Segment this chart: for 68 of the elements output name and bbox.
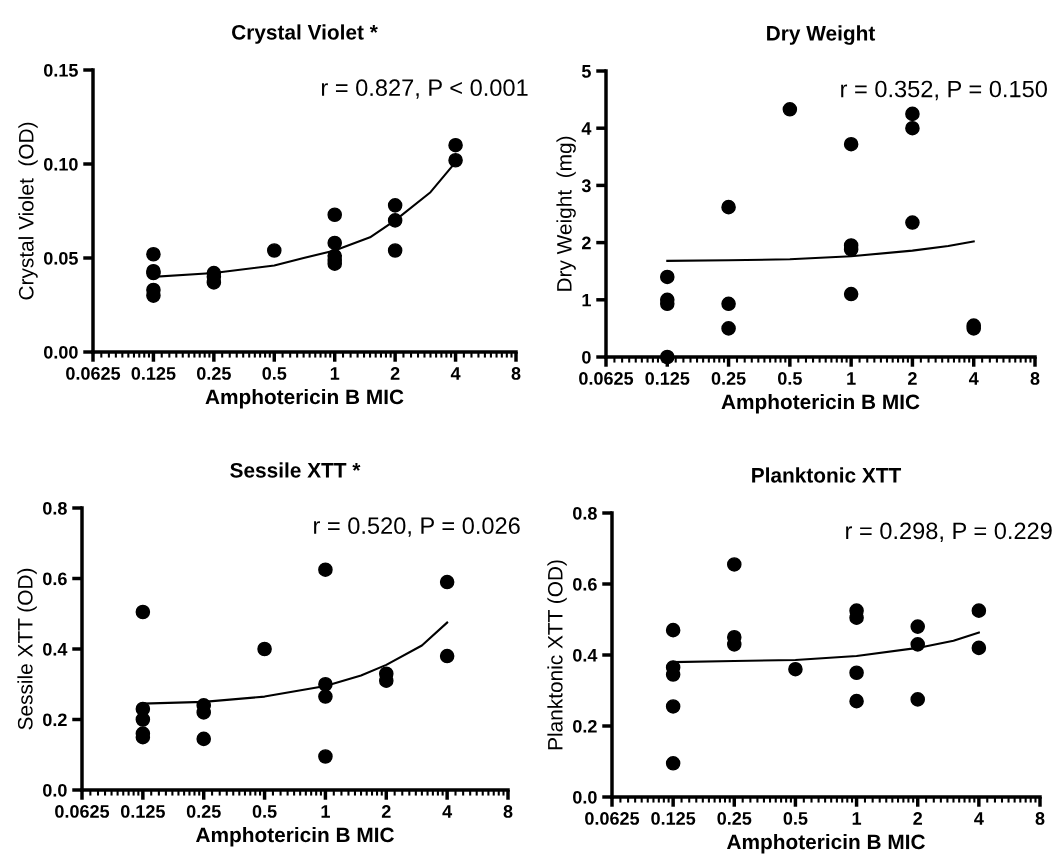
annotation: r = 0.298, P = 0.229 (846, 522, 1052, 543)
x-tick-label: 8 (503, 805, 513, 818)
x-tick-label: 0.5 (783, 812, 808, 825)
x-tick-label: 0.5 (252, 805, 277, 818)
y-tick-label: 0.00 (43, 345, 78, 359)
x-tick-label: 0.25 (717, 812, 752, 825)
x-tick-label: 4 (974, 812, 984, 825)
x-tick-label: 8 (1035, 812, 1045, 825)
x-tick-label: 0.5 (262, 367, 287, 380)
y-axis-title: Planktonic XTT (OD) (547, 560, 567, 750)
x-axis-title: Amphotericin B MIC (205, 388, 404, 409)
y-tick-label: 1 (582, 293, 591, 307)
y-tick-label: 0.05 (43, 251, 78, 265)
x-tick-label: 4 (442, 805, 453, 818)
y-tick-label: 0.4 (43, 642, 68, 656)
annotation: r = 0.352, P = 0.150 (841, 80, 1047, 101)
y-tick-label: 0.4 (573, 648, 598, 662)
x-tick-label: 0.0625 (585, 812, 640, 825)
x-tick-label: 1 (847, 372, 856, 385)
x-tick-label: 0.125 (645, 372, 690, 385)
x-tick-label: 0.0625 (579, 372, 634, 385)
y-axis-title: Dry Weight (mg) (556, 136, 576, 291)
y-axis-title: Crystal Violet (OD) (18, 122, 38, 300)
x-axis-title: Amphotericin B MIC (721, 393, 920, 414)
y-tick-label: 0.0 (43, 783, 67, 797)
x-tick-label: 2 (381, 805, 391, 818)
y-axis-title: Sessile XTT (OD) (17, 568, 37, 730)
x-tick-label: 8 (511, 367, 521, 380)
x-tick-label: 0.0625 (66, 367, 121, 380)
y-tick-label: 0.0 (573, 790, 597, 804)
chart-title: Crystal Violet * (232, 24, 378, 44)
chart-title: Dry Weight (767, 25, 876, 45)
y-tick-label: 4 (581, 122, 592, 135)
x-tick-label: 0.25 (197, 367, 231, 380)
x-tick-label: 2 (913, 812, 923, 825)
x-tick-label: 4 (450, 367, 461, 380)
y-tick-label: 0.10 (43, 157, 78, 171)
x-tick-label: 0.125 (131, 367, 176, 380)
x-tick-label: 0.125 (651, 812, 696, 825)
x-axis-title: Amphotericin B MIC (195, 826, 394, 847)
y-tick-label: 0.6 (43, 572, 67, 586)
x-tick-label: 1 (852, 812, 862, 825)
y-tick-label: 2 (582, 236, 591, 250)
y-tick-label: 0.2 (43, 713, 67, 727)
y-tick-label: 5 (581, 65, 591, 78)
x-tick-label: 0.25 (186, 805, 221, 818)
x-tick-label: 4 (968, 372, 979, 385)
x-tick-label: 1 (330, 367, 340, 380)
x-tick-label: 0.5 (778, 372, 802, 385)
y-tick-label: 3 (581, 179, 591, 193)
annotation: r = 0.520, P = 0.026 (314, 517, 520, 537)
x-tick-label: 0.125 (120, 805, 165, 818)
y-tick-label: 0.8 (43, 501, 67, 515)
y-tick-label: 0 (582, 350, 591, 364)
chart-title: Sessile XTT * (230, 462, 361, 478)
annotation: r = 0.827, P < 0.001 (321, 79, 528, 99)
x-tick-label: 0.25 (711, 372, 746, 385)
y-tick-label: 0.8 (573, 506, 597, 520)
chart-title: Planktonic XTT (752, 467, 902, 483)
x-tick-label: 8 (1030, 372, 1040, 385)
y-tick-label: 0.6 (573, 577, 597, 591)
x-tick-label: 2 (908, 372, 917, 385)
y-tick-label: 0.2 (573, 719, 597, 733)
x-axis-title: Amphotericin B MIC (726, 833, 925, 854)
x-tick-label: 0.0625 (55, 805, 110, 818)
y-tick-label: 0.15 (43, 63, 78, 77)
x-tick-label: 1 (321, 805, 330, 818)
x-tick-label: 2 (390, 367, 400, 380)
